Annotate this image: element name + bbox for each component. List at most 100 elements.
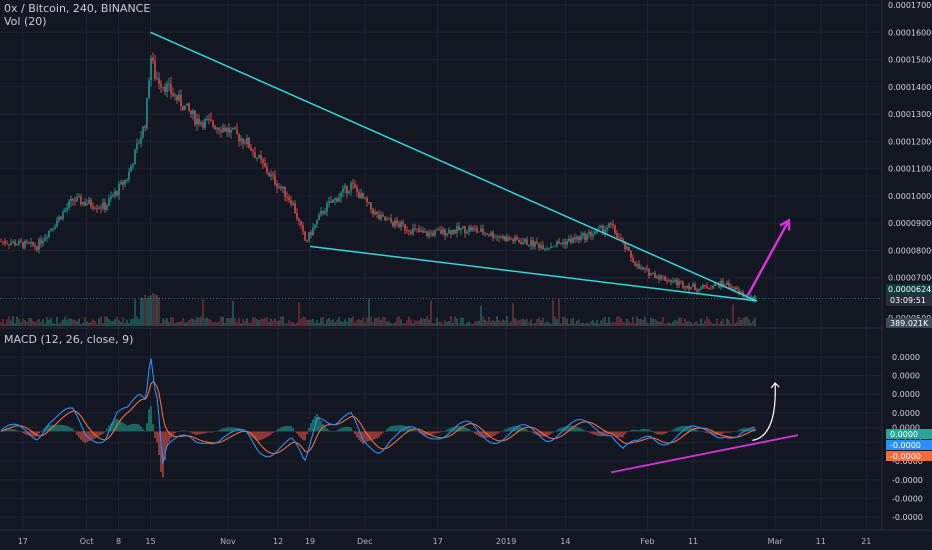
hist-value: -0.0000 bbox=[890, 452, 921, 461]
candlestick-series[interactable] bbox=[0, 52, 882, 303]
volume-bar bbox=[46, 317, 48, 326]
candle-body bbox=[406, 229, 408, 231]
candle-body bbox=[670, 280, 672, 283]
volume-bar bbox=[0, 322, 2, 326]
macd-curved-arrow[interactable] bbox=[752, 383, 776, 441]
candle-body bbox=[730, 286, 732, 290]
histogram-bar bbox=[342, 427, 344, 432]
volume-bar bbox=[322, 316, 324, 326]
histogram-bar bbox=[448, 428, 450, 432]
candle-body bbox=[12, 241, 14, 243]
candle-body bbox=[516, 236, 518, 240]
histogram-bar bbox=[406, 426, 408, 432]
histogram-bar bbox=[282, 426, 284, 432]
volume-indicator-label[interactable]: Vol (20) bbox=[4, 15, 47, 28]
macd-indicator-label[interactable]: MACD (12, 26, close, 9) bbox=[4, 333, 133, 346]
candle-body bbox=[2, 241, 4, 242]
macd-support-trendline[interactable] bbox=[610, 434, 799, 474]
histogram-bar bbox=[554, 431, 556, 432]
histogram-bar bbox=[202, 431, 204, 434]
candle-body bbox=[668, 280, 670, 282]
volume-bar bbox=[42, 318, 44, 326]
candle-body bbox=[230, 129, 232, 133]
volume-bar bbox=[440, 321, 442, 326]
candle-body bbox=[590, 232, 592, 237]
volume-bar bbox=[724, 323, 726, 326]
histogram-bar bbox=[212, 431, 214, 433]
macd-line bbox=[0, 358, 756, 464]
candle-body bbox=[484, 233, 486, 235]
histogram-bar bbox=[510, 426, 512, 432]
volume-bar bbox=[466, 322, 468, 326]
histogram-bar bbox=[632, 429, 634, 432]
time-tick-label: 17 bbox=[18, 537, 28, 546]
volume-bar bbox=[92, 319, 94, 326]
candle-body bbox=[410, 231, 412, 234]
time-tick-label: 15 bbox=[145, 537, 155, 546]
volume-bar bbox=[474, 321, 476, 326]
candle-body bbox=[462, 226, 464, 229]
candle-body bbox=[418, 229, 420, 232]
candle-body bbox=[188, 103, 190, 111]
candle-body bbox=[648, 268, 650, 276]
time-axis[interactable]: 17 Oct 8 15 Nov 12 19 Dec 17 2019 14 Feb 11 Mar 11 21 bbox=[18, 537, 872, 546]
candle-body bbox=[662, 275, 664, 277]
candle-body bbox=[164, 86, 166, 93]
volume-bar bbox=[18, 319, 20, 326]
volume-bar bbox=[696, 321, 698, 326]
volume-bar bbox=[516, 320, 518, 326]
histogram-bar bbox=[338, 429, 340, 432]
volume-bar bbox=[552, 299, 554, 326]
candle-body bbox=[298, 218, 300, 221]
histogram-bar bbox=[688, 426, 690, 432]
wedge-lower-trendline[interactable] bbox=[309, 245, 757, 302]
histogram-bar bbox=[314, 416, 316, 432]
candle-body bbox=[110, 196, 112, 199]
candle-body bbox=[256, 157, 258, 159]
histogram-bar bbox=[14, 429, 16, 432]
histogram-bar bbox=[228, 427, 230, 432]
volume-bar bbox=[268, 321, 270, 326]
histogram-bar bbox=[328, 430, 330, 432]
candle-body bbox=[144, 126, 146, 128]
histogram-bar bbox=[264, 431, 266, 439]
candle-body bbox=[216, 127, 218, 130]
candle-body bbox=[102, 202, 104, 209]
candle-body bbox=[370, 202, 372, 210]
breakout-arrow[interactable] bbox=[746, 219, 790, 297]
volume-bar bbox=[708, 319, 710, 326]
volume-bar bbox=[256, 318, 258, 326]
histogram-bar bbox=[640, 429, 642, 432]
drawings[interactable] bbox=[150, 31, 799, 474]
volume-bar bbox=[52, 323, 54, 326]
price-axis[interactable]: 0.00017000 0.00016000 0.00015000 0.00014000… bbox=[888, 1, 932, 283]
histogram-bar bbox=[308, 428, 310, 432]
candle-body bbox=[594, 232, 596, 235]
candle-body bbox=[252, 150, 254, 153]
volume-bar bbox=[428, 319, 430, 326]
histogram-bar bbox=[190, 431, 192, 433]
candle-body bbox=[436, 229, 438, 231]
histogram-bar bbox=[518, 426, 520, 432]
histogram-bar bbox=[48, 424, 50, 432]
histogram-bar bbox=[310, 423, 312, 432]
symbol-title[interactable]: 0x / Bitcoin, 240, BINANCE bbox=[4, 2, 150, 15]
wedge-upper-trendline[interactable] bbox=[150, 31, 758, 302]
candle-body bbox=[364, 197, 366, 199]
volume-bar bbox=[556, 319, 558, 326]
candle-body bbox=[674, 279, 676, 282]
histogram-bar bbox=[306, 431, 308, 435]
volume-bar bbox=[702, 323, 704, 326]
candle-body bbox=[276, 184, 278, 188]
candle-body bbox=[642, 267, 644, 269]
volume-bar bbox=[668, 322, 670, 326]
histogram-bar bbox=[490, 431, 492, 437]
candle-body bbox=[614, 225, 616, 233]
volume-bar bbox=[278, 320, 280, 326]
histogram-bar bbox=[294, 430, 296, 432]
candle-body bbox=[196, 118, 198, 125]
volume-bar bbox=[502, 319, 504, 326]
candle-body bbox=[550, 246, 552, 248]
price-tick-label: 0.00015000 bbox=[888, 56, 932, 65]
